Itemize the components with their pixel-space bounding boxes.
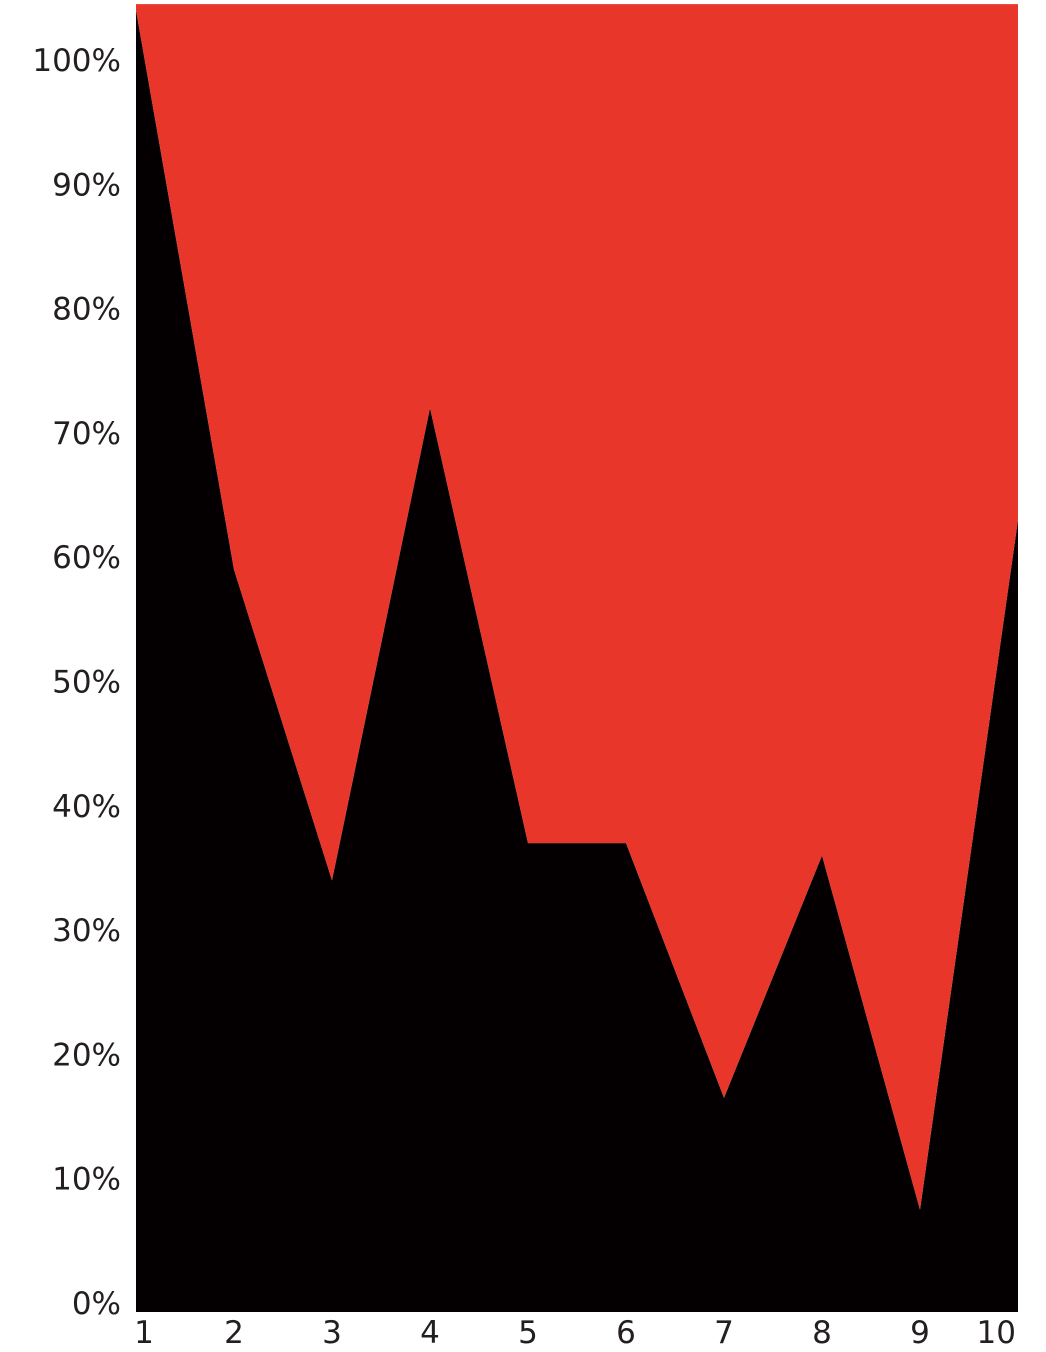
x-tick-label: 4 xyxy=(420,1315,440,1351)
y-tick-label: 50% xyxy=(52,665,121,701)
x-tick-label: 9 xyxy=(910,1315,930,1351)
x-tick-label: 3 xyxy=(322,1315,342,1351)
area-series-1 xyxy=(136,10,1018,1312)
y-tick-label: 20% xyxy=(52,1037,121,1073)
plot-area xyxy=(136,4,1018,1312)
x-tick-label: 5 xyxy=(518,1315,538,1351)
y-tick-label: 90% xyxy=(52,167,121,203)
x-tick-label: 10 xyxy=(977,1315,1016,1351)
y-tick-label: 80% xyxy=(52,292,121,328)
x-tick-label: 7 xyxy=(714,1315,734,1351)
x-axis: 1 2 3 4 5 6 7 8 9 10 xyxy=(134,1315,1016,1351)
x-tick-label: 1 xyxy=(134,1315,154,1351)
y-tick-label: 60% xyxy=(52,540,121,576)
y-tick-label: 100% xyxy=(32,43,121,79)
y-tick-label: 70% xyxy=(52,416,121,452)
y-tick-label: 10% xyxy=(52,1162,121,1198)
x-tick-label: 8 xyxy=(812,1315,832,1351)
y-axis: 0% 10% 20% 30% 40% 50% 60% 70% 80% 90% 100% xyxy=(32,43,121,1322)
y-tick-label: 30% xyxy=(52,913,121,949)
x-tick-label: 6 xyxy=(616,1315,636,1351)
x-tick-label: 2 xyxy=(224,1315,244,1351)
area-series-2 xyxy=(136,4,1018,1210)
y-tick-label: 0% xyxy=(72,1286,121,1322)
y-tick-label: 40% xyxy=(52,789,121,825)
